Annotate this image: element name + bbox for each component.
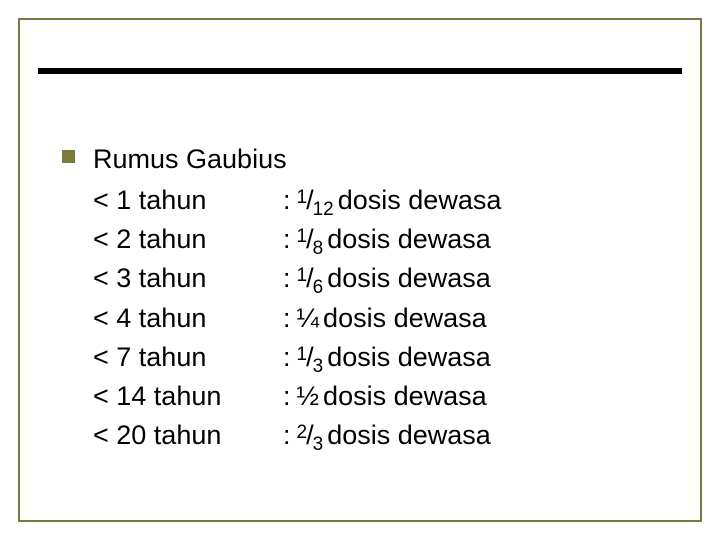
dose-suffix: dosis dewasa [327,338,491,377]
colon: : [283,338,291,377]
fraction-denominator: 6 [313,274,324,302]
dose-value: : 2 / 3 dosis dewasa [283,416,491,455]
age-label: < 1 tahun [93,181,283,220]
fraction-denominator: 12 [313,196,334,224]
fraction-numerator: 1 [297,223,308,251]
text-block: Rumus Gaubius < 1 tahun : 1 / 12 dosis d… [93,140,501,455]
dose-suffix: dosis dewasa [327,220,491,259]
title-divider [38,68,682,74]
age-label: < 2 tahun [93,220,283,259]
fraction: 1 / 8 [297,220,324,259]
dose-suffix: dosis dewasa [338,181,502,220]
dose-row: < 7 tahun : 1 / 3 dosis dewasa [93,338,501,377]
age-label: < 14 tahun [93,377,283,416]
dose-value: : 1 / 12 dosis dewasa [283,181,501,220]
fraction-numerator: 2 [297,419,308,447]
dose-row: < 4 tahun : ¼ dosis dewasa [93,299,501,338]
fraction-denominator: 3 [313,353,324,381]
fraction: 1 / 6 [297,259,324,298]
fraction-numerator: 1 [297,184,308,212]
fraction: 2 / 3 [297,416,324,455]
dose-value: : 1 / 3 dosis dewasa [283,338,491,377]
dose-value: : ¼ dosis dewasa [283,299,487,338]
dose-row: < 1 tahun : 1 / 12 dosis dewasa [93,181,501,220]
dose-value: : 1 / 8 dosis dewasa [283,220,491,259]
dose-value: : ½ dosis dewasa [283,377,487,416]
colon: : [283,259,291,298]
dose-suffix: dosis dewasa [323,299,487,338]
dose-row: < 14 tahun : ½ dosis dewasa [93,377,501,416]
fraction-unicode: ¼ [297,299,320,338]
colon: : [283,181,291,220]
age-label: < 4 tahun [93,299,283,338]
dose-suffix: dosis dewasa [327,416,491,455]
square-bullet-icon [62,150,75,163]
dose-row: < 3 tahun : 1 / 6 dosis dewasa [93,259,501,298]
dose-suffix: dosis dewasa [323,377,487,416]
age-label: < 7 tahun [93,338,283,377]
bullet-item: Rumus Gaubius < 1 tahun : 1 / 12 dosis d… [62,140,680,455]
fraction-denominator: 3 [313,431,324,459]
colon: : [283,416,291,455]
fraction-numerator: 1 [297,262,308,290]
colon: : [283,220,291,259]
fraction: 1 / 3 [297,338,324,377]
dose-value: : 1 / 6 dosis dewasa [283,259,491,298]
dose-suffix: dosis dewasa [327,259,491,298]
colon: : [283,377,291,416]
fraction-denominator: 8 [313,235,324,263]
age-label: < 3 tahun [93,259,283,298]
heading: Rumus Gaubius [93,140,501,179]
dose-row: < 2 tahun : 1 / 8 dosis dewasa [93,220,501,259]
fraction: 1 / 12 [297,181,334,220]
fraction-numerator: 1 [297,341,308,369]
content-area: Rumus Gaubius < 1 tahun : 1 / 12 dosis d… [62,140,680,455]
fraction-unicode: ½ [297,377,320,416]
colon: : [283,299,291,338]
age-label: < 20 tahun [93,416,283,455]
dose-row: < 20 tahun : 2 / 3 dosis dewasa [93,416,501,455]
